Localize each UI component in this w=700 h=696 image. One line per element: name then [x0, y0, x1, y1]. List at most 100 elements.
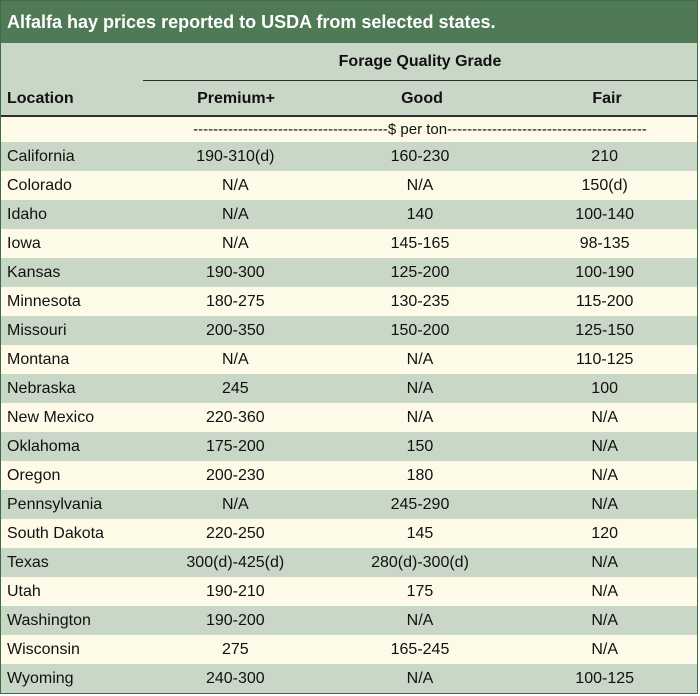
cell-good: 125-200 [390, 263, 450, 281]
cell-fair: 115-200 [575, 292, 634, 310]
cell-location: Wyoming [7, 669, 74, 687]
cell-premium: 190-300 [205, 263, 265, 281]
table-row: Minnesota 180-275 130-235 115-200 [1, 287, 697, 316]
cell-location: Oklahoma [7, 437, 80, 455]
price-table: California 190-310(d) 160-230 210 Colorado N/… [1, 142, 697, 693]
table-row: Nebraska 245 N/A 100 [1, 374, 697, 403]
cell-fair: 120 [591, 524, 618, 542]
cell-good: 145 [406, 524, 434, 542]
cell-location: Pennsylvania [7, 495, 103, 513]
table-row: Montana N/A N/A 110-125 [1, 345, 697, 374]
cell-fair: 110-125 [575, 350, 634, 368]
cell-location: Missouri [7, 321, 67, 339]
cell-premium: 245 [221, 379, 249, 397]
column-header-good: Good [401, 90, 443, 107]
cell-premium: 240-300 [205, 669, 265, 687]
cell-premium: N/A [221, 205, 249, 223]
cell-good: N/A [406, 611, 434, 629]
table-row: California 190-310(d) 160-230 210 [1, 142, 697, 171]
table-header: Forage Quality Grade Location Premium+ G… [1, 43, 697, 117]
cell-premium: 190-200 [205, 611, 265, 629]
cell-premium: 220-360 [205, 408, 265, 426]
cell-location: Iowa [7, 234, 41, 252]
cell-premium: 275 [221, 640, 249, 658]
group-header-forage-quality: Forage Quality Grade [338, 53, 502, 70]
cell-premium: N/A [221, 234, 249, 252]
cell-location: Colorado [7, 176, 72, 194]
cell-good: 175 [406, 582, 434, 600]
cell-location: New Mexico [7, 408, 95, 426]
cell-fair: 125-150 [575, 321, 635, 339]
cell-location: Texas [7, 553, 49, 571]
table-row: Iowa N/A 145-165 98-135 [1, 229, 697, 258]
cell-fair: N/A [591, 437, 618, 455]
table-row: New Mexico 220-360 N/A N/A [1, 403, 697, 432]
cell-premium: 300(d)-425(d) [186, 553, 285, 571]
table-row: Wisconsin 275 165-245 N/A [1, 635, 697, 664]
table-row: Texas 300(d)-425(d) 280(d)-300(d) N/A [1, 548, 697, 577]
cell-fair: 100-125 [575, 669, 635, 687]
table-row: Pennsylvania N/A 245-290 N/A [1, 490, 697, 519]
cell-premium: 190-210 [205, 582, 265, 600]
header-divider [1, 115, 697, 117]
cell-good: N/A [406, 669, 434, 687]
cell-location: Kansas [7, 263, 61, 281]
cell-good: N/A [406, 350, 434, 368]
cell-location: Nebraska [7, 379, 76, 397]
price-table-body: California 190-310(d) 160-230 210 Colorado N/… [1, 142, 697, 693]
table-row: Utah 190-210 175 N/A [1, 577, 697, 606]
cell-good: 150-200 [390, 321, 450, 339]
column-header-fair: Fair [592, 90, 622, 107]
cell-good: 245-290 [390, 495, 450, 513]
cell-premium: 175-200 [205, 437, 265, 455]
table-title: Alfalfa hay prices reported to USDA from… [1, 1, 697, 43]
table-row: Kansas 190-300 125-200 100-190 [1, 258, 697, 287]
cell-fair: 98-135 [579, 234, 630, 252]
cell-good: 160-230 [390, 147, 450, 165]
cell-fair: N/A [591, 408, 618, 426]
table-row: Washington 190-200 N/A N/A [1, 606, 697, 635]
cell-fair: 210 [591, 147, 618, 165]
cell-good: 140 [406, 205, 434, 223]
cell-good: N/A [406, 176, 434, 194]
cell-premium: N/A [221, 350, 249, 368]
column-header-premium: Premium+ [197, 90, 275, 107]
cell-location: Utah [7, 582, 41, 600]
table-row: Oregon 200-230 180 N/A [1, 461, 697, 490]
cell-location: California [7, 147, 75, 165]
cell-fair: N/A [591, 640, 618, 658]
cell-good: N/A [406, 408, 434, 426]
group-header-rule [143, 80, 697, 81]
cell-fair: N/A [591, 611, 618, 629]
cell-location: Montana [7, 350, 70, 368]
cell-fair: N/A [591, 553, 618, 571]
cell-good: 150 [406, 437, 434, 455]
cell-good: 280(d)-300(d) [371, 553, 469, 571]
table-row: Oklahoma 175-200 150 N/A [1, 432, 697, 461]
unit-label: ---------------------------------------$… [1, 117, 697, 142]
table-row: Colorado N/A N/A 150(d) [1, 171, 697, 200]
cell-premium: 190-310(d) [196, 147, 275, 165]
cell-good: 130-235 [390, 292, 450, 310]
cell-fair: 100-190 [575, 263, 635, 281]
table-row: South Dakota 220-250 145 120 [1, 519, 697, 548]
cell-location: Idaho [7, 205, 48, 223]
column-header-location: Location [7, 90, 74, 107]
cell-good: N/A [406, 379, 434, 397]
cell-fair: N/A [591, 495, 618, 513]
cell-good: 180 [406, 466, 434, 484]
cell-location: Washington [7, 611, 91, 629]
cell-good: 145-165 [390, 234, 450, 252]
table-row: Idaho N/A 140 100-140 [1, 200, 697, 229]
cell-fair: 150(d) [581, 176, 628, 194]
cell-fair: N/A [591, 466, 618, 484]
cell-location: Minnesota [7, 292, 81, 310]
cell-fair: N/A [591, 582, 618, 600]
cell-premium: 220-250 [205, 524, 265, 542]
cell-premium: N/A [221, 495, 249, 513]
cell-fair: 100 [591, 379, 618, 397]
cell-good: 165-245 [390, 640, 450, 658]
cell-fair: 100-140 [575, 205, 635, 223]
cell-premium: 180-275 [205, 292, 265, 310]
